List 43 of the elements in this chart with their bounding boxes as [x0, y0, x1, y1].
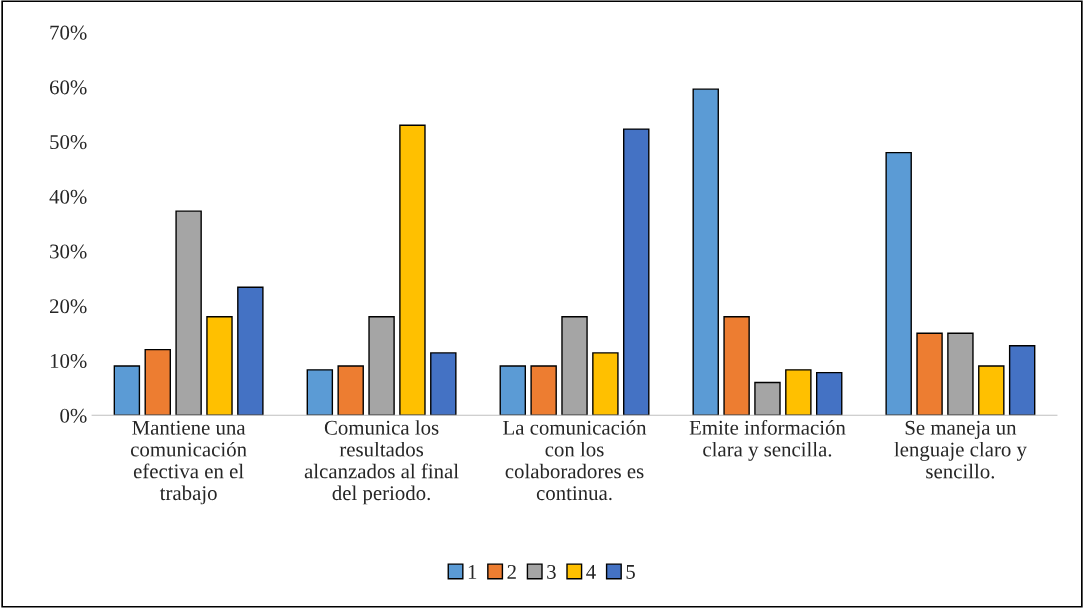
bar	[623, 128, 650, 416]
legend-label: 1	[468, 564, 477, 579]
bar	[306, 369, 334, 416]
bar	[368, 316, 395, 416]
bar	[723, 316, 750, 416]
bar	[113, 365, 141, 416]
bar	[561, 316, 588, 416]
y-tick-label: 40%	[49, 189, 87, 204]
x-tick-label: Mantiene una comunicación efectiva en el trabajo	[130, 420, 247, 505]
legend-label: 4	[586, 565, 596, 579]
bar	[337, 365, 364, 416]
bar	[754, 381, 781, 416]
bar	[237, 286, 264, 416]
bar	[692, 88, 719, 416]
y-tick-label: 30%	[50, 244, 87, 259]
bar	[144, 348, 171, 416]
legend-label: 5	[626, 565, 635, 579]
bar	[785, 369, 812, 416]
bar	[399, 124, 426, 416]
bar	[916, 332, 943, 416]
y-tick-label: 50%	[50, 135, 87, 150]
bar	[592, 352, 619, 416]
bar	[430, 352, 457, 416]
bar	[815, 371, 843, 416]
y-tick-label: 60%	[49, 80, 87, 95]
bar	[530, 365, 557, 416]
legend-label: 3	[547, 564, 556, 579]
bar	[1008, 345, 1036, 416]
bar	[206, 316, 233, 416]
x-tick-label: La comunicación con los colaboradores es continua.	[503, 420, 647, 501]
legend-label: 2	[507, 564, 516, 579]
x-tick-label: Comunica los resultados alcanzados al final del periodo.	[304, 420, 459, 505]
bar	[499, 365, 527, 416]
bar	[885, 151, 912, 416]
bar	[978, 365, 1005, 416]
x-tick-label: Se maneja un lenguaje claro y sencillo.	[894, 420, 1027, 479]
bar	[947, 332, 974, 416]
x-tick-label: Emite información clara y sencilla.	[689, 419, 846, 461]
y-tick-label: 0%	[60, 408, 87, 423]
y-tick-label: 70%	[50, 25, 87, 40]
bar	[175, 210, 202, 416]
y-tick-label: 10%	[50, 353, 87, 369]
y-tick-label: 20%	[50, 299, 87, 314]
